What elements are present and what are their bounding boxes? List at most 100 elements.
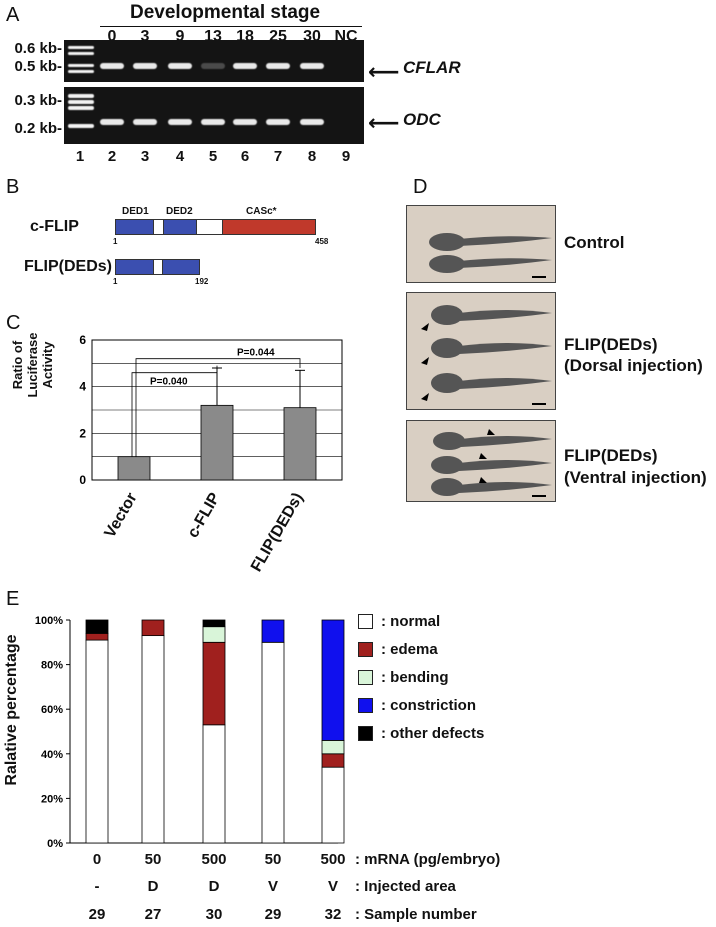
flipdeds-ded1-domain [115,259,154,275]
label-ventral-sub: (Ventral injection) [564,468,707,487]
luciferase-bar [200,404,234,481]
x-row-value-samples: 30 [205,906,223,923]
stacked-segment-edema [321,753,345,768]
x-row-value-samples: 32 [324,906,342,923]
kb-label-0.2: 0.2 kb- [14,120,62,137]
flipdeds-start: 1 [113,277,118,286]
stacked-segment-normal [261,641,285,844]
kb-label-0.6: 0.6 kb- [14,40,62,57]
x-row-value-mrna: 500 [201,851,227,868]
panel-a-label: A [6,4,20,26]
y-tick-label: 0 [79,473,86,487]
ladder-band [68,52,94,55]
kb-label-0.3: 0.3 kb- [14,92,62,109]
lane-number: 3 [140,148,150,165]
y-tick-label: 60% [41,704,63,716]
lane-number: 2 [107,148,117,165]
panel-b-label: B [6,176,20,198]
x-row-value-samples: 29 [264,906,282,923]
stacked-segment-other-defects [85,619,109,634]
stacked-segment-constriction [321,619,345,741]
flipdeds-ded2-domain [162,259,200,275]
x-row-value-area: V [327,878,338,895]
cflip-name: c-FLIP [30,218,79,235]
significance-bracket [135,358,301,457]
legend-swatch [358,614,373,629]
stacked-segment-constriction [261,619,285,643]
p-value-2: P=0.044 [237,348,275,359]
odc-band [100,119,124,125]
panel-d-label: D [413,176,428,198]
legend-swatch [358,698,373,713]
ladder-band [68,124,94,128]
heading-underline [100,26,362,27]
cflip-start: 1 [113,237,118,246]
ladder-band [68,64,94,67]
panel-c-ylabel: Ratio of Luciferase Activity [10,310,55,420]
panel-e-label: E [6,588,20,610]
x-row-label-samples: : Sample number [355,906,477,923]
legend-item: : edema [358,641,438,658]
y-tick-label: 100% [35,615,63,627]
stacked-segment-edema [141,619,165,637]
lane-number: 1 [75,148,85,165]
odc-band [266,119,290,125]
legend-item: : bending [358,669,449,686]
stacked-segment-edema [202,641,226,726]
legend-label: : edema [381,641,438,658]
gene-odc: ODC [403,110,441,129]
stacked-segment-bending [321,740,345,755]
significance-bracket [131,365,218,457]
stage-label: 3 [140,28,150,45]
legend-label: : bending [381,669,449,686]
kb-label-0.5: 0.5 kb- [14,58,62,75]
y-tick-label: 20% [41,793,63,805]
legend-label: : other defects [381,725,485,742]
x-row-value-mrna: 50 [144,851,162,868]
lane-number: 6 [240,148,250,165]
tadpole-image-control [429,233,552,278]
y-tick-label: 2 [79,426,86,440]
stacked-segment-normal [202,724,226,844]
lane-number: 4 [175,148,185,165]
ylabel-line1: Ratio of [10,340,25,390]
ladder-band [68,46,94,49]
label-dorsal-sub: (Dorsal injection) [564,356,703,375]
ladder-band [68,100,94,104]
odc-band [168,119,192,125]
y-tick-label: 40% [41,749,63,761]
arrow-cflar-icon: ⟵ [368,59,400,84]
lane-number: 9 [341,148,351,165]
odc-band [201,119,225,125]
panel-c-label: C [6,312,21,334]
x-row-value-mrna: 50 [264,851,282,868]
cflip-casc-domain [222,219,316,235]
tadpole-image-ventral [431,429,552,497]
tadpole-photo-ventral [406,420,556,502]
label-control: Control [564,233,625,252]
odc-band [233,119,257,125]
panel-e-ylabel: Ralative percentage [3,634,20,786]
cflip-ded2-domain [163,219,197,235]
luciferase-bar [117,456,151,481]
tadpole-photo-control [406,205,556,283]
ded2-label: DED2 [166,206,193,217]
ladder-band [68,106,94,110]
phenotype-stacked-chart: 0% 20% 40% 60% 80% 100% [35,615,345,850]
cflar-band [233,63,257,69]
x-row-label-area: : Injected area [355,878,456,895]
legend-label: : normal [381,613,441,630]
category-label: FLIP(DEDs) [248,490,307,575]
stacked-segment-other-defects [202,619,226,628]
luciferase-bar [283,407,317,481]
category-label: c-FLIP [184,490,224,541]
stage-label: 9 [175,28,185,45]
y-tick-label: 0% [47,838,63,850]
developmental-stage-heading: Developmental stage [130,2,321,23]
legend-item: : other defects [358,725,484,742]
x-row-label-mrna: : mRNA (pg/embryo) [355,851,501,868]
label-dorsal-title: FLIP(DEDs) [564,335,658,354]
stage-label: 0 [107,28,117,45]
tadpole-image-dorsal [421,305,552,405]
y-tick-label: 4 [79,380,86,394]
